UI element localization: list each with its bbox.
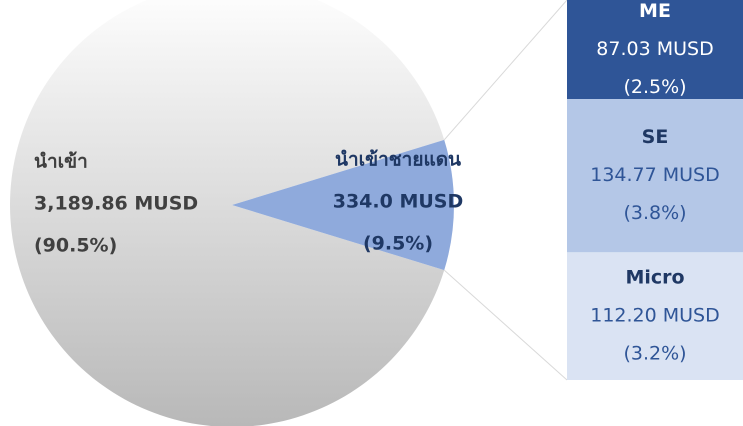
bar-segment (567, 252, 743, 380)
slice-value: 3,189.86 MUSD (34, 193, 198, 215)
segment-value: 87.03 MUSD (596, 38, 713, 60)
bar-segment (567, 99, 743, 253)
bar-segment (567, 0, 743, 100)
connector (443, 269, 568, 381)
segment-name: SE (642, 126, 669, 148)
segment-value: 112.20 MUSD (590, 305, 720, 327)
slice-percent: (9.5%) (363, 233, 433, 255)
slice-value: 334.0 MUSD (333, 191, 464, 213)
segment-percent: (3.2%) (623, 343, 686, 365)
segment-value: 134.77 MUSD (590, 164, 720, 186)
slice-name: นำเข้าชายแดน (335, 149, 461, 171)
pie-slice (232, 139, 454, 271)
slice-name: นำเข้า (34, 151, 88, 173)
connector (443, 0, 568, 141)
segment-percent: (3.8%) (623, 202, 686, 224)
slice-percent: (90.5%) (34, 235, 117, 257)
pie-slice (10, 0, 445, 426)
segment-name: ME (639, 0, 671, 22)
segment-name: Micro (625, 267, 684, 289)
segment-percent: (2.5%) (623, 76, 686, 98)
